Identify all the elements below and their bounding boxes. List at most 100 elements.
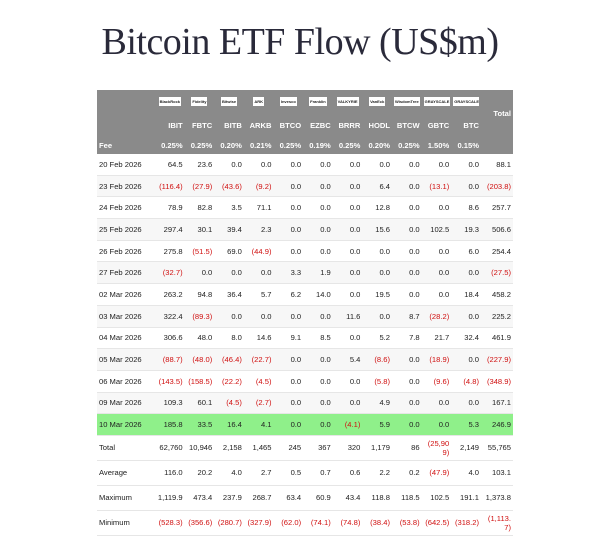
cell-value: 6.2	[273, 283, 304, 306]
cell-value: 2,158	[214, 435, 244, 461]
fund-logo: Invesco	[279, 96, 297, 106]
fee-label: Fee	[97, 136, 155, 154]
cell-value: 5.2	[362, 327, 392, 350]
cell-value: 275.8	[155, 240, 185, 263]
fund-logo: VanEck	[369, 96, 386, 106]
cell-value: 0.0	[392, 196, 422, 220]
cell-value: 4.0	[214, 460, 244, 486]
logo-cell: GRAYSCALE	[421, 90, 452, 114]
cell-value: (18.9)	[421, 348, 452, 371]
cell-value: (25,909)	[421, 435, 452, 461]
cell-value: 0.0	[332, 392, 363, 415]
cell-value: 4.9	[362, 392, 392, 415]
row-label: 02 Mar 2026	[97, 283, 155, 306]
fund-logo: BlackRock	[158, 96, 182, 106]
cell-value: 23.6	[184, 154, 215, 176]
cell-value: (22.2)	[214, 370, 244, 393]
cell-value: 3.5	[214, 196, 244, 220]
ticker: IBIT	[155, 114, 185, 136]
cell-value: 0.6	[332, 460, 363, 486]
logo-cell: BlackRock	[155, 90, 185, 114]
cell-value: 237.9	[214, 485, 244, 511]
logo-cell: Fidelity	[184, 90, 215, 114]
fee: 1.50%	[421, 136, 452, 154]
row-label: 06 Mar 2026	[97, 370, 155, 393]
row-label: 03 Mar 2026	[97, 305, 155, 328]
cell-value: 11.6	[332, 305, 363, 328]
cell-value: 86	[392, 435, 422, 461]
cell-value: 461.9	[481, 327, 513, 350]
cell-value: 0.0	[303, 348, 333, 371]
logo-cell: Invesco	[273, 90, 304, 114]
cell-value: 5.9	[362, 413, 392, 436]
cell-value: 16.4	[214, 413, 244, 436]
cell-value: (116.4)	[155, 175, 185, 198]
summary-row: Maximum 1,119.9 473.4 237.9 268.7 63.4 60.9 43.…	[97, 485, 513, 511]
ticker: BITB	[214, 114, 244, 136]
cell-value: 0.0	[451, 392, 481, 415]
cell-value: 2,149	[451, 435, 481, 461]
row-label: Average	[97, 460, 155, 486]
cell-value: 0.0	[362, 154, 392, 176]
cell-value: 0.0	[184, 261, 215, 285]
cell-value: (327.9)	[243, 510, 274, 536]
cell-value: 0.0	[303, 392, 333, 415]
cell-value: 55,765	[481, 435, 513, 461]
row-label: Maximum	[97, 485, 155, 511]
day-row: 05 Mar 2026 (88.7) (48.0) (46.4) (22.7) 0.0 0.…	[97, 348, 513, 371]
ticker: BTCO	[273, 114, 304, 136]
cell-value: 320	[332, 435, 363, 461]
row-label: 09 Mar 2026	[97, 392, 155, 415]
cell-value: 0.0	[392, 175, 422, 198]
fee: 0.25%	[155, 136, 185, 154]
row-label: 05 Mar 2026	[97, 348, 155, 371]
daily-rows: 20 Feb 2026 64.5 23.6 0.0 0.0 0.0 0.0 0.0 0.0 0.0…	[97, 154, 513, 436]
cell-value: 473.4	[184, 485, 215, 511]
cell-value: (227.9)	[481, 348, 513, 371]
cell-value: 2.3	[243, 218, 274, 241]
cell-value: 2.2	[362, 460, 392, 486]
cell-value: 0.0	[362, 261, 392, 285]
fee: 0.20%	[362, 136, 392, 154]
cell-value: 0.0	[392, 261, 422, 285]
cell-value: (5.8)	[362, 370, 392, 393]
cell-value: 116.0	[155, 460, 185, 486]
cell-value: (280.7)	[214, 510, 244, 536]
cell-value: 63.4	[273, 485, 304, 511]
cell-value: 246.9	[481, 413, 513, 436]
cell-value: (43.6)	[214, 175, 244, 198]
cell-value: 0.0	[421, 283, 452, 306]
cell-value: 20.2	[184, 460, 215, 486]
cell-value: 0.0	[332, 240, 363, 263]
cell-value: 0.0	[332, 154, 363, 176]
cell-value: 82.8	[184, 196, 215, 220]
ticker-row: IBIT FBTC BITB ARKB BTCO EZBC BRRR HODL BTCW GBTC…	[97, 114, 513, 136]
cell-value: (74.1)	[303, 510, 333, 536]
day-row: 23 Feb 2026 (116.4) (27.9) (43.6) (9.2) 0.0 0.…	[97, 175, 513, 198]
day-row: 02 Mar 2026 263.2 94.8 36.4 5.7 6.2 14.0 0.0 19.…	[97, 283, 513, 306]
cell-value: 48.0	[184, 327, 215, 350]
table-header: BlackRock Fidelity Bitwise ARK Invesco Frankl…	[97, 90, 513, 154]
cell-value: (356.6)	[184, 510, 215, 536]
cell-value: 0.0	[303, 218, 333, 241]
cell-value: 0.0	[362, 240, 392, 263]
day-row: 04 Mar 2026 306.6 48.0 8.0 14.6 9.1 8.5 0.0 5.2 7…	[97, 327, 513, 350]
cell-value: (74.8)	[332, 510, 363, 536]
day-row: 24 Feb 2026 78.9 82.8 3.5 71.1 0.0 0.0 0.0 12.8 0…	[97, 196, 513, 220]
cell-value: (27.5)	[481, 261, 513, 285]
cell-value: 191.1	[451, 485, 481, 511]
cell-value: 102.5	[421, 485, 452, 511]
cell-value: (8.6)	[362, 348, 392, 371]
ticker: BRRR	[332, 114, 363, 136]
cell-value: 71.1	[243, 196, 274, 220]
cell-value: 225.2	[481, 305, 513, 328]
fee: 0.25%	[273, 136, 304, 154]
cell-value: 14.6	[243, 327, 274, 350]
cell-value: (13.1)	[421, 175, 452, 198]
cell-value: 3.3	[273, 261, 304, 285]
cell-value: 458.2	[481, 283, 513, 306]
cell-value: 4.1	[243, 413, 274, 436]
ticker: FBTC	[184, 114, 215, 136]
cell-value: 1,119.9	[155, 485, 185, 511]
day-row: 20 Feb 2026 64.5 23.6 0.0 0.0 0.0 0.0 0.0 0.0 0.0…	[97, 154, 513, 176]
